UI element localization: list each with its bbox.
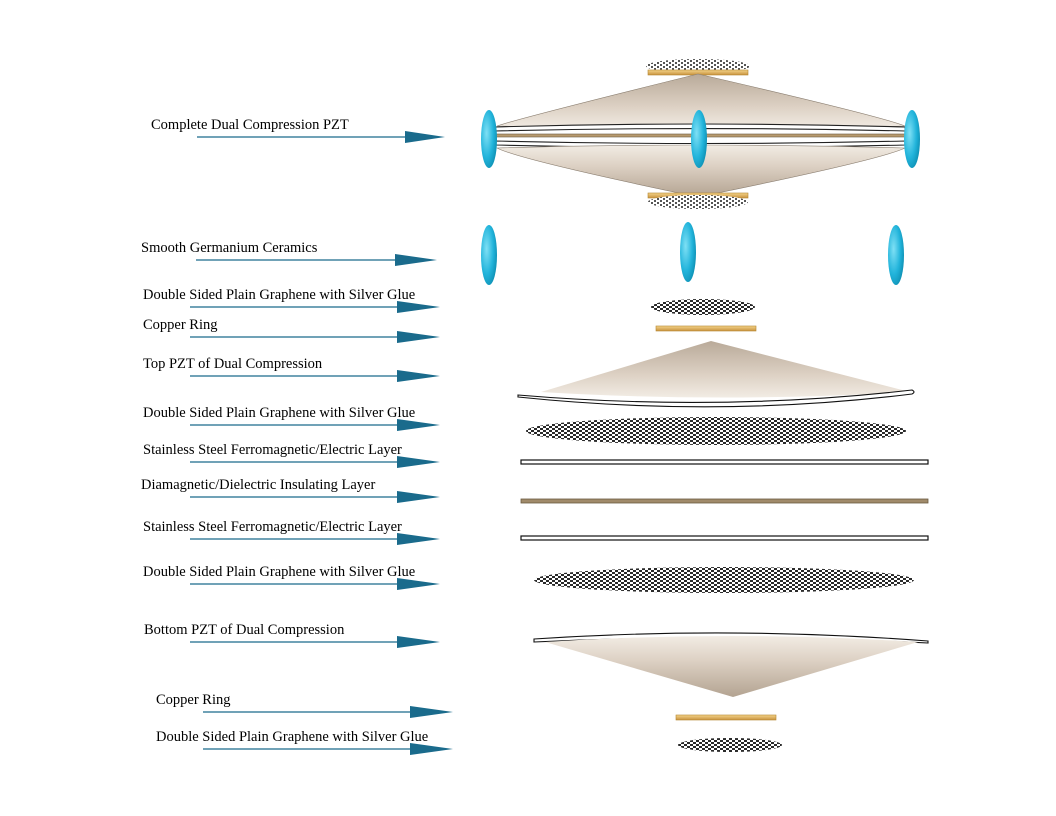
- copper-ring-1: [655, 325, 757, 332]
- assembly-ceramic-center: [691, 110, 707, 168]
- assembly-lower-cone: [495, 144, 906, 198]
- steel-layer-1: [520, 459, 929, 465]
- label-graphene-4: Double Sided Plain Graphene with Silver …: [156, 729, 429, 745]
- insulating-layer: [520, 498, 929, 504]
- top-pzt-cone: [517, 341, 915, 408]
- ceramic-center: [680, 222, 696, 282]
- label-insulating-layer: Diamagnetic/Dielectric Insulating Layer: [141, 477, 376, 493]
- arrow-graphene-1: [190, 301, 440, 313]
- label-graphene-3: Double Sided Plain Graphene with Silver …: [143, 564, 416, 580]
- bottom-pzt-cone: [533, 632, 929, 697]
- arrow-copper-ring-2: [203, 706, 453, 718]
- label-complete-pzt: Complete Dual Compression PZT: [151, 117, 349, 133]
- assembly-bottom-graphene: [648, 195, 748, 209]
- arrow-complete-pzt: [197, 131, 445, 143]
- arrow-smooth-ceramics: [196, 254, 437, 266]
- arrows: [190, 131, 453, 755]
- steel-layer-2: [520, 535, 929, 541]
- graphene-disc-4: [678, 738, 782, 752]
- assembly-ceramic-right: [904, 110, 920, 168]
- label-graphene-1: Double Sided Plain Graphene with Silver …: [143, 287, 416, 303]
- ceramics-row: [481, 222, 904, 285]
- graphene-disc-2: [526, 417, 906, 445]
- label-copper-ring-2: Copper Ring: [156, 692, 231, 708]
- complete-pzt-assembly: [481, 59, 920, 209]
- arrow-steel-layer-2: [190, 533, 440, 545]
- assembly-top-graphene: [646, 59, 750, 73]
- arrow-graphene-3: [190, 578, 440, 590]
- arrow-graphene-4: [203, 743, 453, 755]
- arrow-top-pzt: [190, 370, 440, 382]
- label-smooth-ceramics: Smooth Germanium Ceramics: [141, 240, 318, 256]
- ceramic-left: [481, 225, 497, 285]
- arrow-bottom-pzt: [190, 636, 440, 648]
- arrow-graphene-2: [190, 419, 440, 431]
- assembly-ceramic-left: [481, 110, 497, 168]
- arrow-insulating-layer: [190, 491, 440, 503]
- label-bottom-pzt: Bottom PZT of Dual Compression: [144, 622, 345, 638]
- arrow-steel-layer-1: [190, 456, 440, 468]
- arrow-copper-ring-1: [190, 331, 440, 343]
- label-copper-ring-1: Copper Ring: [143, 317, 218, 333]
- label-steel-layer-1: Stainless Steel Ferromagnetic/Electric L…: [143, 442, 402, 458]
- label-graphene-2: Double Sided Plain Graphene with Silver …: [143, 405, 416, 421]
- label-steel-layer-2: Stainless Steel Ferromagnetic/Electric L…: [143, 519, 402, 535]
- copper-ring-2: [675, 714, 777, 721]
- label-top-pzt: Top PZT of Dual Compression: [143, 356, 323, 372]
- ceramic-right: [888, 225, 904, 285]
- graphene-disc-3: [534, 567, 914, 593]
- graphene-disc-1: [651, 299, 755, 315]
